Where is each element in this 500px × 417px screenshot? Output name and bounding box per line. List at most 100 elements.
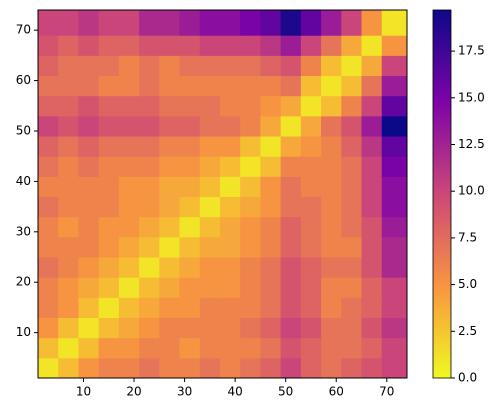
x-tick-label: 20 (126, 385, 141, 399)
heatmap-cell (280, 317, 302, 339)
heatmap-cell (78, 317, 100, 339)
heatmap-cell (159, 136, 181, 157)
heatmap-cell (98, 357, 120, 379)
heatmap-cell (58, 257, 79, 278)
heatmap-cell (159, 257, 181, 278)
y-tick-label: 60 (16, 73, 31, 87)
heatmap-cell (321, 136, 342, 157)
heatmap-cell (321, 257, 342, 278)
heatmap-cell (78, 357, 100, 379)
heatmap-cell (78, 115, 100, 137)
heatmap-cell (300, 115, 322, 137)
heatmap-cell (280, 75, 302, 97)
colorbar (432, 9, 452, 379)
heatmap-cell (240, 176, 261, 198)
heatmap-cell (118, 115, 140, 137)
heatmap-cell (58, 35, 79, 56)
heatmap-cell (118, 196, 140, 218)
heatmap-cell (199, 357, 221, 379)
heatmap-cell (280, 216, 302, 238)
heatmap-cell (199, 35, 221, 56)
heatmap-cell (139, 216, 160, 238)
x-tick-label: 70 (379, 385, 394, 399)
heatmap-cell (280, 95, 302, 117)
heatmap-cell (58, 176, 79, 198)
heatmap-cell (219, 176, 241, 198)
heatmap-cell (321, 95, 342, 117)
colorbar-tick-label: 0.0 (458, 371, 477, 385)
colorbar-tick-label: 7.5 (458, 230, 477, 244)
heatmap-cell (381, 297, 408, 319)
heatmap-cell (199, 317, 221, 339)
heatmap-cell (98, 35, 120, 56)
heatmap-cell (240, 10, 261, 36)
heatmap-cell (118, 337, 140, 359)
heatmap-cell (38, 317, 59, 339)
heatmap-cell (98, 176, 120, 198)
heatmap-cell (240, 257, 261, 278)
heatmap-cell (58, 297, 79, 319)
heatmap-cell (219, 337, 241, 359)
heatmap-cell (219, 95, 241, 117)
heatmap-cell (199, 136, 221, 157)
heatmap-cell (159, 95, 181, 117)
heatmap-cell (98, 297, 120, 319)
heatmap-cell (300, 75, 322, 97)
heatmap-cell (58, 75, 79, 97)
heatmap-cell (341, 257, 363, 278)
heatmap-cell (260, 357, 282, 379)
heatmap-cell (199, 297, 221, 319)
heatmap-cell (98, 115, 120, 137)
heatmap-cell (139, 75, 160, 97)
colorbar-tick-label: 5.0 (458, 277, 477, 291)
heatmap-cell (38, 115, 59, 137)
heatmap-cell (78, 216, 100, 238)
heatmap-cell (341, 196, 363, 218)
heatmap-cell (139, 55, 160, 77)
heatmap-cell (98, 236, 120, 258)
heatmap-cell (118, 55, 140, 77)
heatmap-cell (98, 55, 120, 77)
heatmap-cell (98, 337, 120, 359)
heatmap-cell (260, 297, 282, 319)
heatmap-cell (381, 115, 408, 137)
heatmap-cell (179, 297, 201, 319)
heatmap-cell (38, 35, 59, 56)
heatmap-cell (300, 55, 322, 77)
heatmap-cell (98, 317, 120, 339)
plot-frame (37, 9, 408, 379)
heatmap-cell (219, 257, 241, 278)
heatmap-cell (341, 176, 363, 198)
heatmap-cell (199, 277, 221, 298)
heatmap-cell (159, 196, 181, 218)
heatmap-cell (38, 216, 59, 238)
heatmap-cell (240, 196, 261, 218)
heatmap-cell (58, 115, 79, 137)
colorbar-tick-label: 17.5 (458, 44, 485, 58)
heatmap-cell (280, 115, 302, 137)
heatmap-cell (98, 277, 120, 298)
heatmap-cell (361, 196, 383, 218)
heatmap-cell (38, 236, 59, 258)
heatmap-cell (321, 176, 342, 198)
heatmap-cell (179, 337, 201, 359)
heatmap-cell (58, 136, 79, 157)
heatmap-cell (240, 357, 261, 379)
x-tick-label: 50 (278, 385, 293, 399)
heatmap-cell (300, 156, 322, 177)
heatmap-cell (321, 317, 342, 339)
heatmap-cell (199, 75, 221, 97)
heatmap-cell (98, 95, 120, 117)
heatmap-cell (38, 277, 59, 298)
heatmap-cell (300, 357, 322, 379)
heatmap-cell (260, 75, 282, 97)
heatmap-cell (139, 156, 160, 177)
heatmap-cell (58, 317, 79, 339)
heatmap-cell (118, 317, 140, 339)
heatmap-cell (219, 216, 241, 238)
heatmap-cell (98, 136, 120, 157)
heatmap-cell (260, 257, 282, 278)
heatmap-cell (321, 337, 342, 359)
heatmap-cell (321, 236, 342, 258)
heatmap-cell (219, 35, 241, 56)
